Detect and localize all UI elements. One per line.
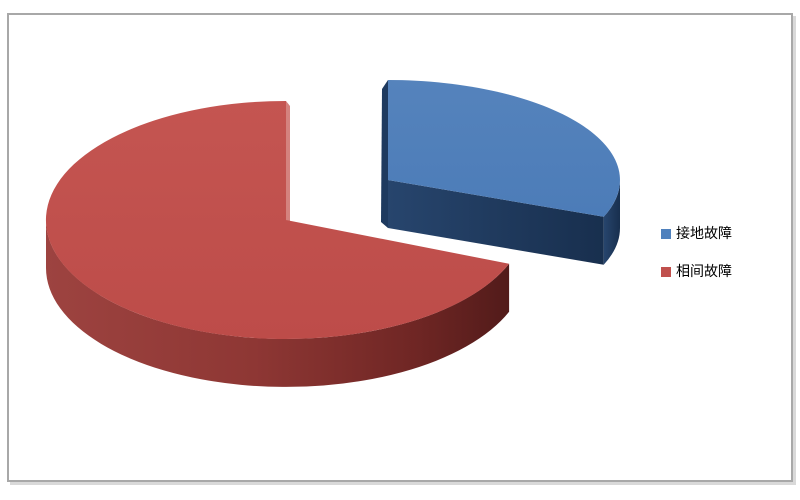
legend-item-phase-fault[interactable]: 相间故障	[661, 262, 732, 282]
pie-slice-phase-fault-cut-face	[286, 101, 290, 223]
pie-slice-phase-fault-top[interactable]	[45, 100, 510, 339]
chart-legend: 接地故障 相间故障	[661, 224, 732, 300]
pie-3d-chart	[45, 80, 620, 387]
pie-slice-ground-fault-left-face	[381, 80, 388, 228]
pie-slice-phase-fault-rim[interactable]	[46, 220, 510, 387]
legend-item-ground-fault[interactable]: 接地故障	[661, 224, 732, 244]
legend-label-phase-fault: 相间故障	[676, 264, 732, 280]
pie-slice-ground-fault-cut-face[interactable]	[388, 180, 604, 265]
legend-label-ground-fault: 接地故障	[676, 226, 732, 242]
pie-slice-ground-fault-top[interactable]	[388, 80, 620, 217]
chart-plot-area: 接地故障 相间故障	[7, 13, 793, 482]
legend-swatch-phase-fault	[661, 267, 671, 277]
pie-slice-ground-fault-rim[interactable]	[603, 180, 620, 265]
legend-swatch-ground-fault	[661, 229, 671, 239]
